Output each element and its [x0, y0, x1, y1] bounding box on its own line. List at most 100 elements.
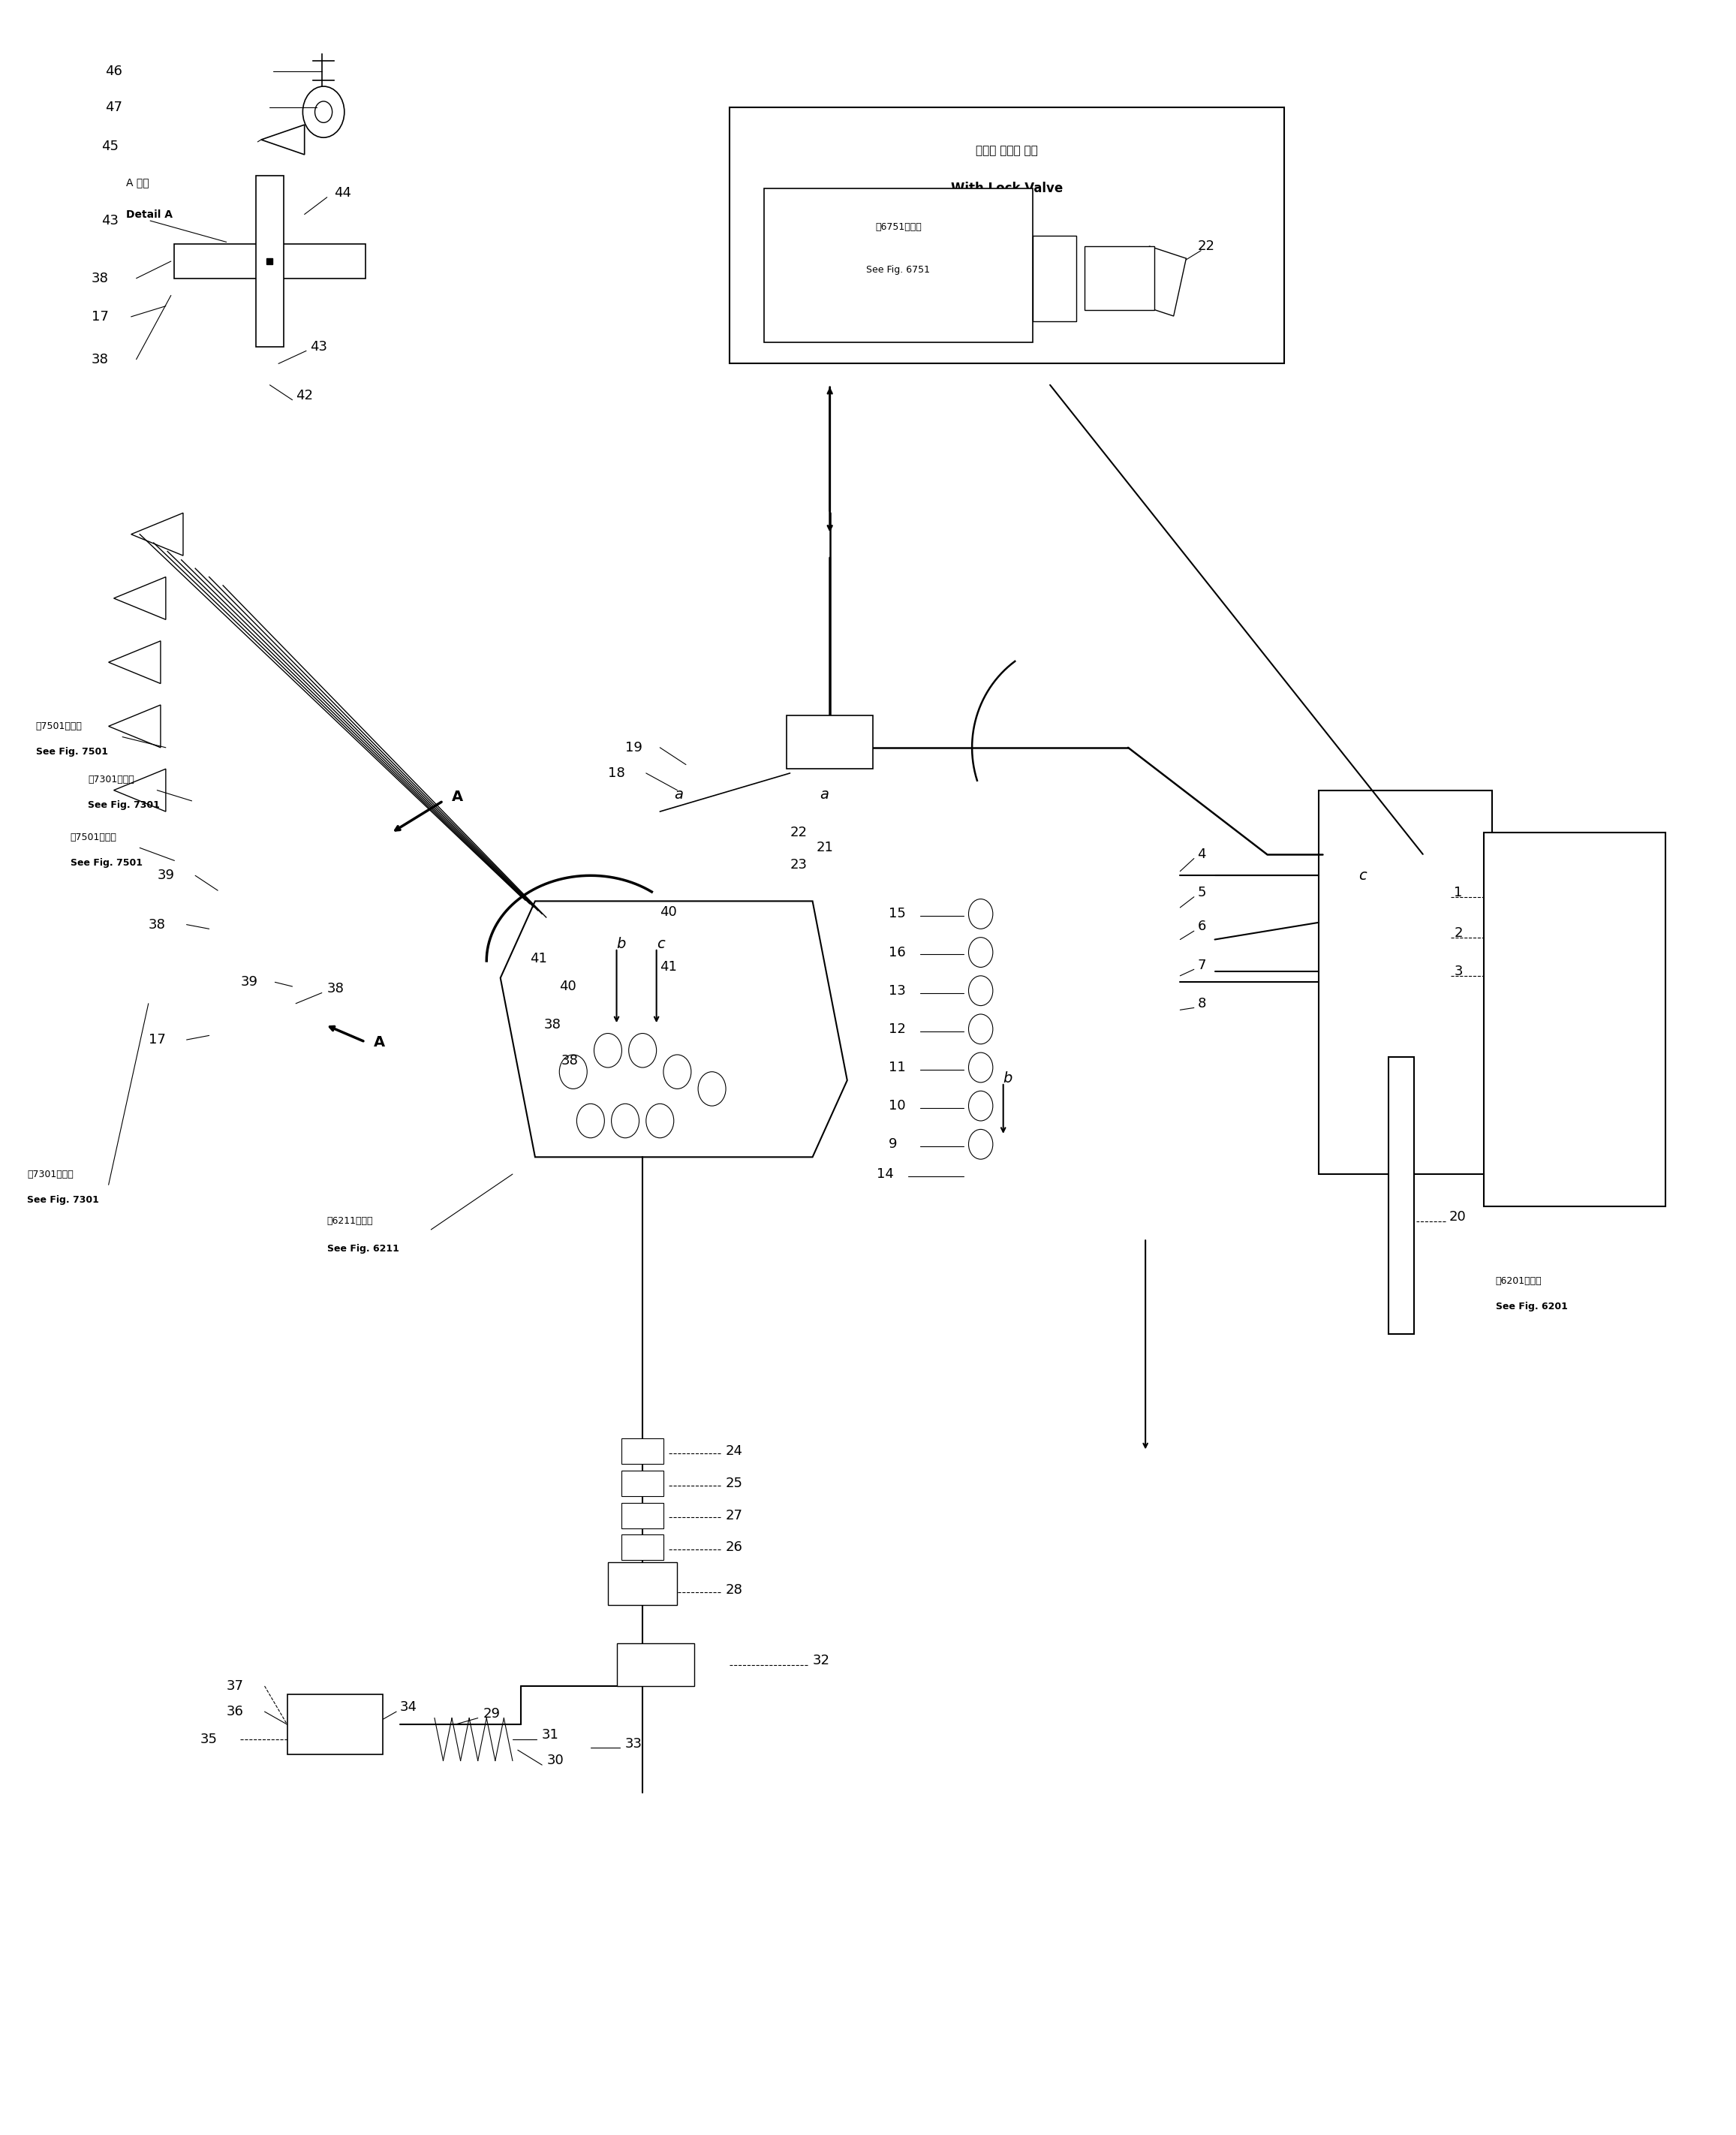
Text: 第6211図参照: 第6211図参照: [326, 1217, 373, 1225]
Bar: [621, 1503, 663, 1529]
Text: 8: 8: [1198, 997, 1207, 1010]
Text: 22: 22: [790, 826, 807, 839]
Text: 42: 42: [295, 389, 312, 401]
Bar: [621, 1471, 663, 1497]
Text: 6: 6: [1198, 920, 1207, 933]
Text: 第7301図参照: 第7301図参照: [89, 775, 134, 784]
Text: 17: 17: [148, 1033, 165, 1046]
Text: 第7301図参照: 第7301図参照: [28, 1170, 73, 1179]
Bar: [1319, 790, 1493, 1174]
Text: See Fig. 6211: See Fig. 6211: [326, 1245, 399, 1253]
Text: 21: 21: [1031, 260, 1043, 271]
Text: c: c: [1359, 869, 1366, 882]
Bar: [1033, 235, 1076, 320]
Bar: [1137, 246, 1186, 316]
Text: 7: 7: [1198, 959, 1207, 971]
Text: 29: 29: [483, 1708, 500, 1721]
Text: 43: 43: [309, 339, 326, 352]
Text: 16: 16: [889, 946, 906, 959]
Text: 26: 26: [726, 1541, 743, 1554]
Text: 9: 9: [889, 1138, 898, 1151]
Text: See Fig. 7501: See Fig. 7501: [36, 747, 108, 756]
Text: 13: 13: [889, 984, 906, 997]
Bar: [255, 175, 283, 346]
Text: 22: 22: [1198, 239, 1215, 254]
Text: 33: 33: [625, 1738, 642, 1751]
Text: See Fig. 6201: See Fig. 6201: [1496, 1302, 1568, 1311]
Text: 10: 10: [889, 1100, 906, 1112]
Text: 14: 14: [877, 1168, 894, 1181]
Bar: [616, 1644, 694, 1687]
Text: See Fig. 6751: See Fig. 6751: [866, 265, 930, 275]
Text: Detail A: Detail A: [127, 209, 172, 220]
Text: 2: 2: [1455, 927, 1463, 939]
Text: 46: 46: [106, 64, 122, 79]
Bar: [621, 1578, 663, 1603]
Text: 23: 23: [1054, 290, 1066, 301]
FancyBboxPatch shape: [729, 107, 1285, 363]
Bar: [1484, 833, 1665, 1206]
Text: 25: 25: [726, 1477, 743, 1490]
Text: 43: 43: [102, 214, 118, 228]
Text: 18: 18: [608, 766, 625, 779]
Text: With Lock Valve: With Lock Valve: [951, 181, 1062, 196]
Text: 28: 28: [726, 1584, 743, 1597]
Bar: [786, 715, 873, 769]
Text: 38: 38: [543, 1018, 561, 1031]
Text: 35: 35: [200, 1734, 217, 1746]
Bar: [608, 1563, 677, 1606]
Text: b: b: [1003, 1072, 1012, 1085]
Text: 38: 38: [148, 918, 165, 931]
Bar: [621, 1535, 663, 1561]
Text: See Fig. 7301: See Fig. 7301: [89, 801, 160, 809]
Text: 第7501図参照: 第7501図参照: [36, 722, 82, 730]
Text: 11: 11: [889, 1061, 906, 1074]
Text: 34: 34: [399, 1702, 417, 1714]
Text: 45: 45: [102, 139, 118, 154]
Text: 38: 38: [561, 1055, 578, 1068]
Text: A: A: [373, 1035, 385, 1048]
Text: 37: 37: [226, 1680, 243, 1693]
Text: 21: 21: [816, 841, 833, 854]
Text: 38: 38: [326, 982, 344, 995]
Text: 36: 36: [226, 1706, 243, 1719]
Text: 39: 39: [240, 976, 257, 989]
Text: 12: 12: [889, 1023, 906, 1035]
Bar: [1389, 1057, 1415, 1334]
Text: 30: 30: [547, 1755, 564, 1768]
Bar: [1085, 246, 1154, 310]
Text: 5: 5: [1198, 886, 1207, 899]
Text: 38: 38: [92, 352, 108, 365]
Text: 47: 47: [106, 100, 122, 115]
Text: 19: 19: [625, 741, 642, 754]
Text: 第6201図参照: 第6201図参照: [1496, 1277, 1542, 1285]
Text: 40: 40: [559, 980, 576, 993]
Text: 1: 1: [1455, 886, 1463, 899]
Text: A: A: [451, 790, 464, 805]
Text: 41: 41: [660, 961, 677, 974]
Text: 27: 27: [726, 1509, 743, 1522]
Text: See Fig. 7301: See Fig. 7301: [28, 1196, 99, 1204]
Text: 41: 41: [529, 952, 547, 965]
Text: 3: 3: [1455, 965, 1463, 978]
Bar: [286, 1695, 382, 1755]
Text: See Fig. 7501: See Fig. 7501: [71, 858, 142, 867]
Text: 15: 15: [889, 907, 906, 920]
Text: A 詳細: A 詳細: [127, 177, 149, 188]
Text: 38: 38: [92, 271, 108, 286]
Text: 第7501図参照: 第7501図参照: [71, 833, 116, 841]
Text: 32: 32: [812, 1655, 830, 1667]
Text: c: c: [656, 937, 665, 950]
Text: ロック バルブ 付き: ロック バルブ 付き: [976, 145, 1038, 156]
Bar: [174, 243, 365, 278]
Text: 44: 44: [333, 186, 351, 201]
Text: 40: 40: [660, 905, 677, 918]
Text: b: b: [616, 937, 627, 950]
Text: 17: 17: [92, 310, 108, 325]
Text: 39: 39: [156, 869, 174, 882]
Bar: [621, 1439, 663, 1465]
Text: a: a: [819, 788, 828, 801]
Text: 24: 24: [726, 1445, 743, 1458]
Text: 31: 31: [542, 1729, 559, 1742]
Text: 20: 20: [1450, 1211, 1465, 1223]
